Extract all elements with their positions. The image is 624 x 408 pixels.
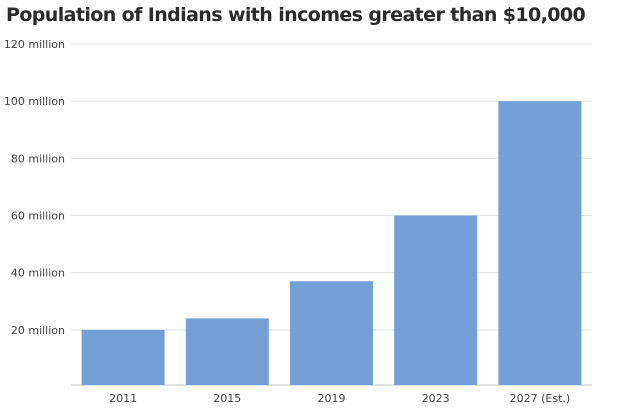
x-tick-label: 2019 <box>318 392 346 405</box>
y-tick-label: 100 million <box>4 95 65 108</box>
bar-2023 <box>394 215 478 385</box>
bar-2019 <box>290 281 373 385</box>
x-tick-label: 2023 <box>422 392 450 405</box>
chart-title: Population of Indians with incomes great… <box>6 4 586 26</box>
bar-2015 <box>185 318 269 385</box>
x-tick-label: 2027 (Est.) <box>510 392 571 405</box>
y-tick-label: 20 million <box>11 324 65 337</box>
y-tick-label: 40 million <box>11 267 65 280</box>
bar-2027 (Est.) <box>498 101 582 386</box>
y-tick-label: 60 million <box>11 210 65 223</box>
y-tick-label: 120 million <box>4 38 65 51</box>
x-tick-label: 2011 <box>109 392 137 405</box>
x-tick-label: 2015 <box>213 392 241 405</box>
y-tick-label: 80 million <box>11 152 65 165</box>
bar-2011 <box>81 329 165 385</box>
